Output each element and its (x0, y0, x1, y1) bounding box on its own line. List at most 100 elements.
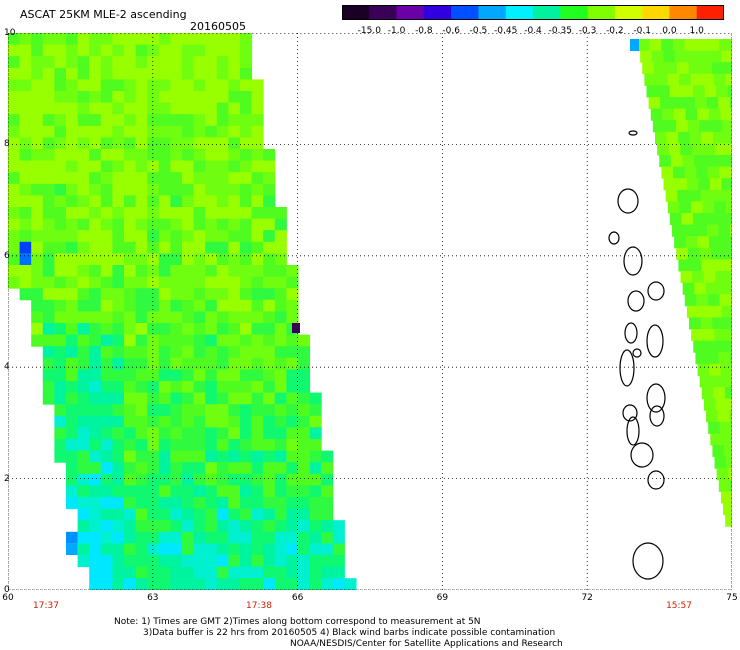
scatterometer-cell (77, 56, 90, 69)
scatterometer-cell (100, 241, 113, 254)
scatterometer-cell (240, 415, 253, 428)
scatterometer-cell (286, 578, 299, 590)
scatterometer-cell (274, 415, 287, 428)
scatterometer-cell (251, 241, 264, 254)
scatterometer-cell (729, 410, 732, 423)
scatterometer-cell (216, 207, 229, 220)
scatterometer-cell (112, 195, 125, 208)
scatterometer-cell (77, 462, 90, 475)
scatterometer-cell (158, 578, 171, 590)
scatterometer-cell (158, 415, 171, 428)
scatterometer-cell (686, 178, 699, 191)
scatterometer-cell (251, 357, 264, 370)
scatterometer-cell (135, 253, 148, 266)
scatterometer-cell (124, 114, 137, 127)
scatterometer-cell (182, 473, 195, 486)
scatterometer-cell (182, 299, 195, 312)
scatterometer-cell (251, 79, 264, 92)
colorbar-swatch (342, 5, 370, 20)
scatterometer-cell (274, 555, 287, 568)
scatterometer-cell (672, 224, 685, 237)
scatterometer-cell (135, 33, 148, 46)
scatterometer-cell (298, 369, 311, 382)
scatterometer-cell (648, 97, 661, 110)
scatterometer-cell (42, 230, 55, 243)
scatterometer-cell (124, 346, 137, 359)
scatterometer-cell (19, 149, 32, 162)
scatterometer-cell (147, 497, 160, 510)
scatterometer-cell (124, 439, 137, 452)
scatterometer-cell (19, 79, 32, 92)
scatterometer-cell (170, 114, 183, 127)
scatterometer-cell (321, 543, 334, 556)
scatterometer-cell (170, 56, 183, 69)
scatterometer-cell (19, 44, 32, 57)
scatterometer-cell (711, 375, 724, 388)
swath-time-label: 15:57 (666, 601, 692, 611)
scatterometer-cell (673, 108, 687, 121)
scatterometer-cell (240, 230, 253, 243)
scatterometer-cell (193, 149, 206, 162)
scatterometer-cell (660, 97, 673, 110)
scatterometer-cell (8, 172, 21, 185)
scatterometer-cell (321, 520, 334, 533)
scatterometer-cell (112, 56, 125, 69)
scatterometer-cell (720, 491, 732, 504)
scatterometer-cell (19, 172, 32, 185)
scatterometer-cell (205, 311, 218, 324)
scatterometer-cell (193, 33, 206, 46)
scatterometer-cell (298, 334, 311, 347)
scatterometer-cell (182, 450, 195, 463)
scatterometer-cell (100, 473, 113, 486)
scatterometer-cell (124, 473, 137, 486)
scatterometer-cell (205, 276, 218, 289)
scatterometer-cell (240, 195, 253, 208)
scatterometer-cell (89, 288, 102, 301)
scatterometer-cell (182, 114, 195, 127)
scatterometer-cell (100, 218, 113, 231)
scatterometer-cell (240, 531, 253, 544)
scatterometer-cell (251, 323, 264, 336)
scatterometer-cell (216, 183, 229, 196)
scatterometer-cell (89, 276, 102, 289)
scatterometer-cell (240, 102, 253, 115)
scatterometer-cell (8, 125, 21, 138)
scatterometer-cell (193, 555, 206, 568)
scatterometer-cell (193, 299, 206, 312)
scatterometer-cell (100, 195, 113, 208)
scatterometer-cell (66, 404, 79, 417)
scatterometer-cell (66, 265, 79, 278)
scatterometer-cell (715, 398, 728, 411)
scatterometer-cell (298, 473, 311, 486)
scatterometer-cell (705, 155, 718, 168)
scatterometer-cell (147, 543, 160, 556)
scatterometer-cell (19, 241, 32, 254)
scatterometer-cell (42, 195, 55, 208)
colorbar-swatch (478, 5, 507, 20)
scatterometer-cell (216, 288, 229, 301)
scatterometer-cell (216, 485, 229, 498)
scatterometer-cell (77, 183, 90, 196)
scatterometer-cell (251, 497, 264, 510)
scatterometer-cell (158, 439, 171, 452)
scatterometer-cell (147, 450, 160, 463)
scatterometer-cell (77, 44, 90, 57)
scatterometer-cell (274, 311, 287, 324)
scatterometer-cell (240, 381, 253, 394)
scatterometer-cell (728, 340, 732, 353)
scatterometer-cell (89, 265, 102, 278)
scatterometer-cell (89, 555, 102, 568)
scatterometer-cell (298, 381, 311, 394)
scatterometer-cell (703, 143, 716, 156)
scatterometer-cell (19, 288, 32, 301)
scatterometer-cell (703, 271, 716, 284)
scatterometer-cell (309, 473, 322, 486)
scatterometer-cell (321, 531, 334, 544)
scatterometer-cell (158, 183, 171, 196)
scatterometer-cell (286, 473, 299, 486)
scatterometer-cell (66, 415, 79, 428)
scatterometer-cell (182, 137, 195, 150)
scatterometer-cell (100, 265, 113, 278)
scatterometer-cell (66, 160, 79, 173)
scatterometer-cell (54, 149, 67, 162)
